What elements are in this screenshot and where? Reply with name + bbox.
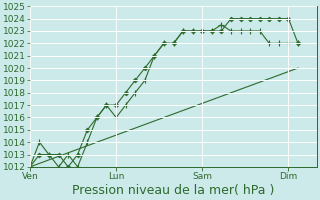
X-axis label: Pression niveau de la mer( hPa ): Pression niveau de la mer( hPa ) [72,184,275,197]
